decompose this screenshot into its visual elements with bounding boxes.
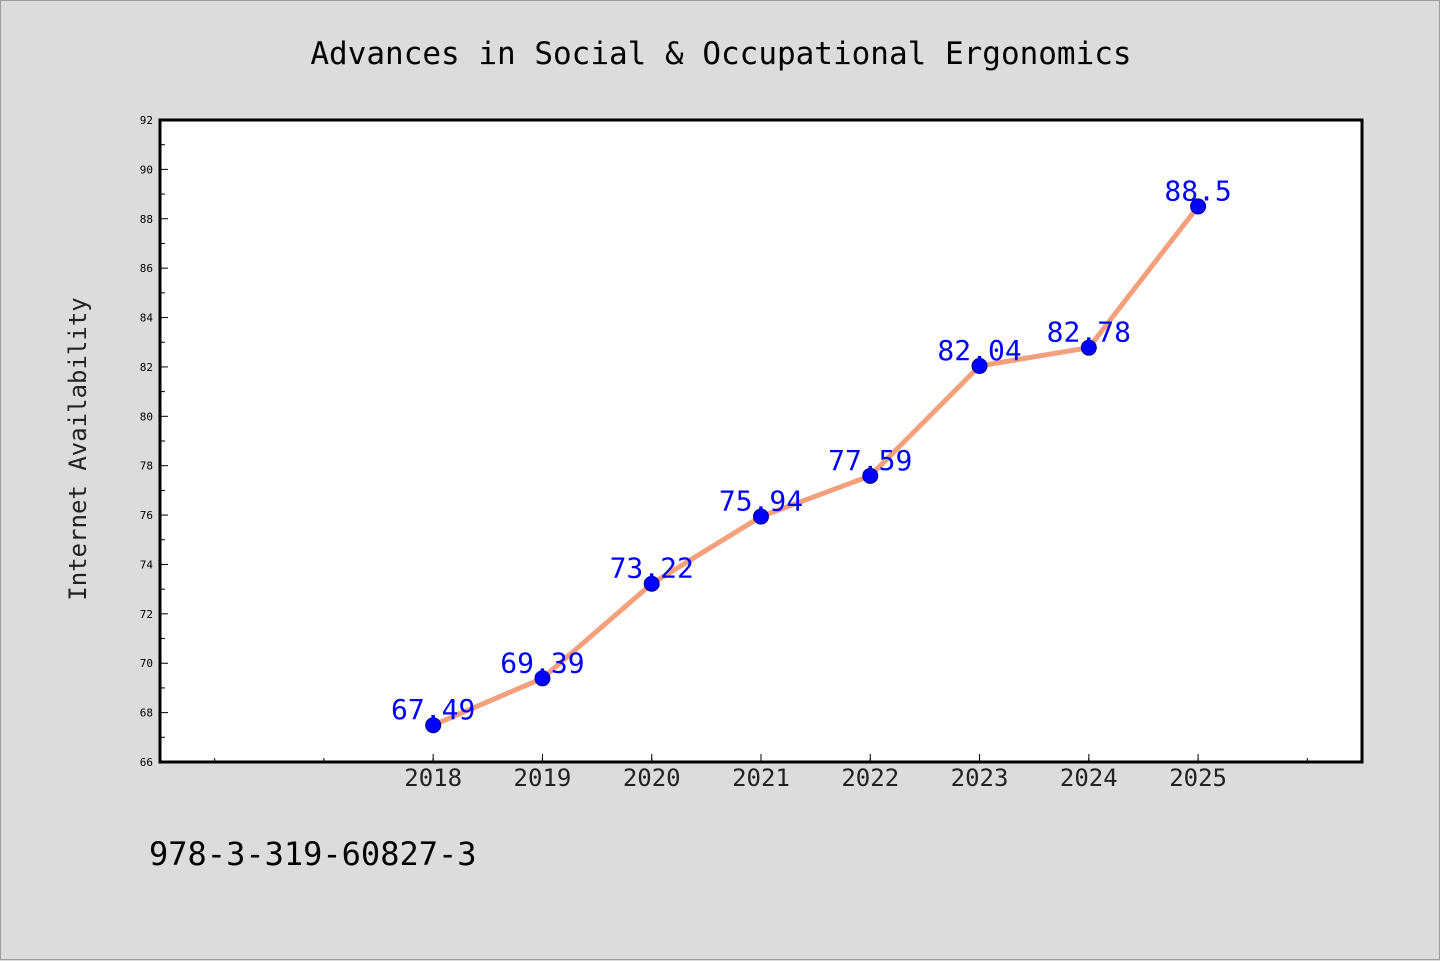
x-tick-label: 2024: [1060, 764, 1118, 792]
data-point: [971, 357, 988, 374]
series-line: [432, 204, 1201, 728]
y-tick-label: 68: [140, 707, 153, 720]
y-tick-label: 84: [140, 312, 154, 325]
data-label: 82.78: [1047, 316, 1131, 349]
data-point: [643, 575, 660, 592]
data-point: [862, 467, 879, 484]
y-axis-label: Internet Availability: [64, 297, 92, 600]
data-point: [1080, 339, 1097, 356]
data-label: 82.04: [937, 334, 1021, 367]
x-tick-label: 2018: [404, 764, 462, 792]
y-tick-label: 82: [140, 361, 153, 374]
y-axis-ticks: 66 68 70 72 74 76 78 80 82 84 86 88 90 92: [140, 114, 168, 769]
y-tick-label: 92: [140, 114, 153, 127]
y-tick-label: 74: [140, 558, 154, 571]
y-tick-label: 86: [140, 262, 153, 275]
x-tick-label: 2025: [1169, 764, 1227, 792]
chart-title: Advances in Social & Occupational Ergono…: [310, 36, 1131, 72]
x-tick-label: 2020: [623, 764, 681, 792]
x-tick-label: 2023: [951, 764, 1009, 792]
data-label: 88.5: [1164, 174, 1231, 207]
y-tick-label: 70: [140, 657, 153, 670]
x-tick-label: 2021: [732, 764, 790, 792]
series-group: 67.49 69.39 73.22 75.94 77.59 82.04 82.78 88.5: [391, 174, 1232, 734]
isbn-text: 978-3-319-60827-3: [149, 835, 477, 873]
data-label: 75.94: [719, 485, 803, 518]
data-point: [1190, 198, 1207, 215]
data-point: [534, 670, 551, 687]
x-tick-label: 2019: [514, 764, 572, 792]
data-label: 73.22: [610, 552, 694, 585]
y-tick-label: 78: [140, 460, 153, 473]
data-label: 77.59: [828, 444, 912, 477]
data-point: [425, 717, 442, 734]
data-label: 67.49: [391, 693, 475, 726]
y-tick-label: 76: [140, 509, 153, 522]
y-tick-label: 66: [140, 756, 153, 769]
data-label: 69.39: [500, 646, 584, 679]
y-tick-label: 88: [140, 213, 153, 226]
y-tick-label: 80: [140, 410, 153, 423]
y-tick-label: 90: [140, 163, 153, 176]
x-tick-label: 2022: [841, 764, 899, 792]
plot-area: [158, 118, 1364, 764]
x-axis-ticks: 2018 2019 2020 2021 2022 2023 2024 2025: [214, 754, 1308, 792]
data-point: [753, 508, 769, 525]
y-tick-label: 72: [140, 608, 153, 621]
